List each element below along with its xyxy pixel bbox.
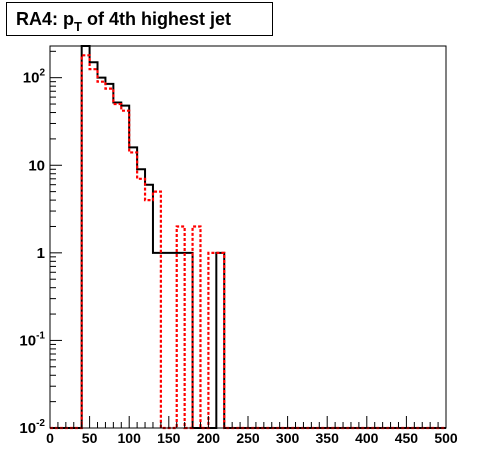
x-tick-label: 100 xyxy=(118,430,142,446)
x-tick-label: 350 xyxy=(316,430,340,446)
x-tick-label: 150 xyxy=(157,430,181,446)
y-tick-label: 102 xyxy=(23,68,46,87)
x-tick-label: 200 xyxy=(197,430,221,446)
chart-title-box: RA4: pT of 4th highest jet xyxy=(6,2,273,36)
chart-title: RA4: pT of 4th highest jet xyxy=(16,9,231,34)
x-tick-label: 0 xyxy=(46,430,54,446)
y-tick-label: 10-2 xyxy=(19,418,45,437)
plot-frame xyxy=(49,45,447,429)
series-line-solid xyxy=(50,45,446,429)
x-tick-label: 450 xyxy=(395,430,419,446)
x-tick-label: 500 xyxy=(434,430,458,446)
x-tick-label: 50 xyxy=(82,430,98,446)
y-tick-label: 10-1 xyxy=(19,330,45,349)
series-line-dotted xyxy=(50,54,446,430)
x-tick-label: 400 xyxy=(355,430,379,446)
y-tick-label: 1 xyxy=(37,245,45,262)
y-tick-label: 10 xyxy=(28,157,45,174)
x-tick-label: 250 xyxy=(236,430,260,446)
x-tick-label: 300 xyxy=(276,430,300,446)
